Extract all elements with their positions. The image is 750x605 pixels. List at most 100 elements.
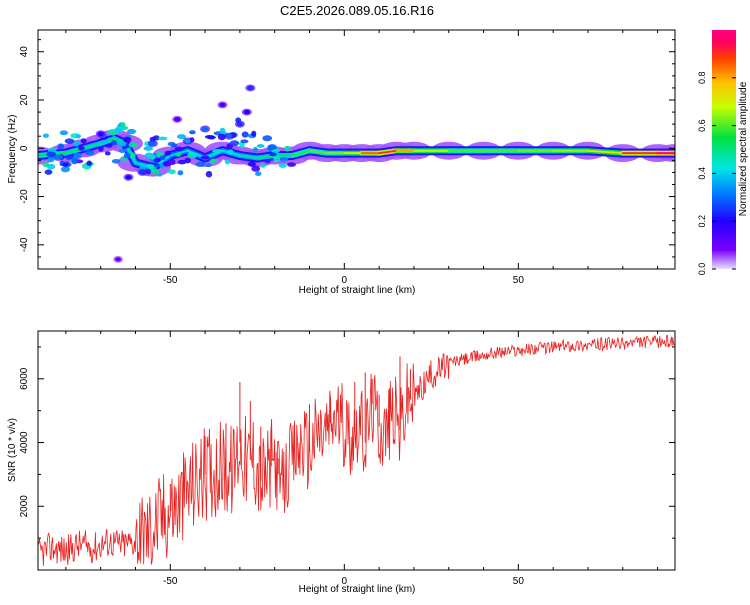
heatmap-blob xyxy=(227,149,234,155)
heatmap-ridge-core xyxy=(586,149,624,155)
heatmap-blob xyxy=(219,127,226,134)
heatmap-cluster xyxy=(125,175,132,180)
heatmap-y-axis-label: Frequency (Hz) xyxy=(7,115,18,184)
snr-x-tick-label: -50 xyxy=(163,576,178,587)
heatmap-blob xyxy=(73,152,82,159)
colorbar-gradient xyxy=(712,30,736,269)
heatmap-x-tick-label: -50 xyxy=(163,275,178,286)
snr-y-tick-label: 4000 xyxy=(19,431,30,454)
heatmap-cluster xyxy=(115,257,122,262)
heatmap-blob xyxy=(143,146,154,151)
heatmap-blob xyxy=(101,140,110,145)
heatmap-blob xyxy=(217,133,226,141)
snr-y-tick-label: 6000 xyxy=(19,367,30,390)
colorbar: 0.0 0.2 0.4 0.6 0.8 Normalized spectral ampl… xyxy=(697,30,749,275)
colorbar-tick-label: 0.0 xyxy=(697,263,707,276)
heatmap-ridge-core xyxy=(291,149,311,157)
heatmap-cluster xyxy=(243,109,250,115)
heatmap-cluster xyxy=(236,121,243,127)
heatmap-blob xyxy=(262,135,273,142)
snr-marks xyxy=(38,335,675,566)
heatmap-blob xyxy=(116,140,127,147)
heatmap-blob xyxy=(123,152,131,159)
heatmap-cluster xyxy=(226,134,233,139)
heatmap-blob xyxy=(241,131,249,138)
heatmap-blob xyxy=(118,148,127,153)
heatmap-x-tick-label: 0 xyxy=(342,275,348,286)
heatmap-blob xyxy=(184,157,191,164)
heatmap-blob xyxy=(150,154,156,160)
colorbar-label: Normalized spectral amplitude xyxy=(738,81,749,216)
heatmap-blob xyxy=(287,162,296,167)
heatmap-blob xyxy=(174,146,184,151)
heatmap-blob xyxy=(64,154,74,160)
heatmap-y-tick-label: -20 xyxy=(19,189,30,204)
heatmap-blob xyxy=(248,161,256,167)
heatmap-blob xyxy=(86,160,93,166)
heatmap-blob xyxy=(60,166,71,173)
snr-frame xyxy=(37,330,676,571)
heatmap-blob xyxy=(205,163,212,168)
heatmap-blob xyxy=(278,163,287,168)
heatmap-blob xyxy=(157,172,163,177)
heatmap-blob xyxy=(57,143,64,150)
heatmap-ridge-core xyxy=(238,154,259,159)
heatmap-blob xyxy=(256,144,265,148)
snr-x-tick-label: 50 xyxy=(513,576,525,587)
heatmap-frame xyxy=(37,29,676,270)
heatmap-blob xyxy=(279,157,289,162)
heatmap-blob xyxy=(176,134,187,140)
heatmap-blob xyxy=(229,140,240,147)
heatmap-blob xyxy=(47,156,55,163)
heatmap-blob xyxy=(44,169,53,175)
snr-y-axis-label: SNR (10 * v/v) xyxy=(7,418,18,482)
heatmap-ridge-core xyxy=(378,149,398,155)
heatmap-blob xyxy=(251,165,261,172)
heatmap-blob xyxy=(212,149,223,154)
heatmap-blob xyxy=(167,141,176,147)
heatmap-blob xyxy=(159,155,166,161)
snr-series-line xyxy=(38,335,675,566)
snr-plot-area xyxy=(38,331,675,570)
heatmap-cluster xyxy=(219,102,226,108)
heatmap-blob xyxy=(78,145,85,151)
heatmap-x-axis-label: Height of straight line (km) xyxy=(299,285,416,296)
heatmap-blob xyxy=(251,130,257,137)
heatmap-y-tick-label: 40 xyxy=(19,46,30,58)
heatmap-blob xyxy=(98,145,104,152)
heatmap-cluster xyxy=(149,141,156,146)
heatmap-blob xyxy=(120,157,128,161)
heatmap-y-tick-label: 0 xyxy=(19,145,30,151)
heatmap-y-tick-label: -40 xyxy=(19,237,30,252)
heatmap-ridge-core xyxy=(308,149,328,155)
heatmap-blob xyxy=(255,171,262,177)
heatmap-blob xyxy=(167,169,176,175)
heatmap-blob xyxy=(269,152,277,157)
heatmap-cluster xyxy=(184,138,191,144)
heatmap-marks xyxy=(38,84,675,263)
heatmap-cluster xyxy=(174,117,181,122)
heatmap-cluster xyxy=(247,85,254,91)
heatmap-blob xyxy=(175,152,182,157)
colorbar-tick-label: 0.6 xyxy=(697,119,707,132)
snr-axes: -50 0 50 2000 4000 6000 xyxy=(19,331,675,587)
heatmap-blob xyxy=(129,152,136,159)
heatmap-blob xyxy=(264,159,271,164)
heatmap-blob xyxy=(273,156,281,162)
heatmap-blob xyxy=(271,148,280,154)
heatmap-blob xyxy=(205,170,213,178)
heatmap-blob xyxy=(75,134,81,139)
heatmap-blob xyxy=(128,142,138,148)
heatmap-blob xyxy=(145,164,155,169)
heatmap-blob xyxy=(157,136,168,141)
heatmap-blob xyxy=(120,122,126,127)
heatmap-blob xyxy=(153,158,161,163)
snr-x-axis-label: Height of straight line (km) xyxy=(299,584,416,595)
heatmap-cluster xyxy=(139,170,146,175)
colorbar-tick-label: 0.2 xyxy=(697,215,707,228)
snr-y-tick-label: 2000 xyxy=(19,495,30,518)
snr-x-tick-label: 0 xyxy=(342,576,348,587)
snr-panel: -50 0 50 2000 4000 6000 Height of straight li… xyxy=(7,330,676,595)
